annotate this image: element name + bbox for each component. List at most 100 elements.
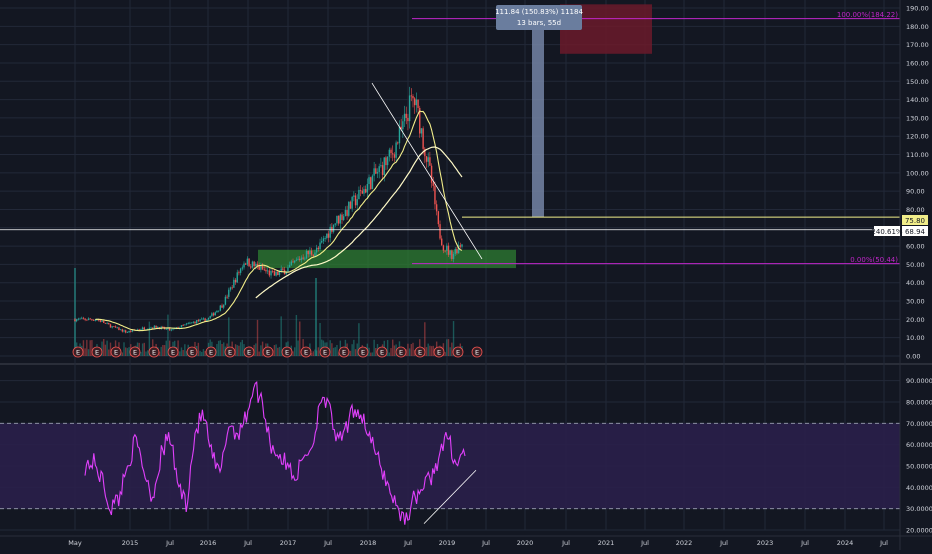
candle-body: [204, 318, 206, 322]
price-tick-label: 80.00: [906, 206, 925, 214]
volume-bar: [447, 339, 450, 356]
volume-bar: [228, 317, 230, 356]
earnings-marker: [452, 346, 464, 358]
candle-body: [317, 247, 320, 250]
candle-body: [246, 258, 249, 265]
volume-bar: [331, 343, 333, 356]
candle-body: [229, 287, 232, 290]
volume-bar: [158, 351, 161, 356]
price-tick-label: 0.00: [906, 353, 920, 361]
candle-body: [278, 271, 281, 276]
candle-body: [111, 326, 113, 328]
candle-body: [422, 128, 424, 149]
candle-body: [385, 157, 387, 166]
candle-body: [184, 324, 186, 326]
x-tick-label: Jul: [561, 539, 570, 547]
volume-bar: [103, 339, 105, 356]
earnings-marker-text: E: [323, 349, 327, 357]
candle-body: [434, 185, 436, 205]
volume-bar: [449, 347, 451, 356]
x-tick-label: 2015: [122, 539, 139, 547]
candle-body: [138, 329, 140, 331]
candle-body: [180, 325, 183, 328]
candle-body: [77, 318, 80, 320]
candle-body: [309, 250, 311, 255]
candle-body: [395, 142, 397, 158]
price-tick-label: 150.00: [906, 78, 929, 86]
earnings-marker-text: E: [361, 349, 365, 357]
earnings-marker-text: E: [342, 349, 346, 357]
volume-bar: [236, 345, 238, 356]
earnings-marker-text: E: [190, 349, 194, 357]
volume-bar: [126, 348, 129, 356]
candle-body: [324, 238, 326, 239]
volume-bar: [312, 351, 314, 356]
candle-body: [255, 263, 257, 267]
price-tick-label: 60.00: [906, 243, 925, 251]
price-tick-label: 20.00: [906, 316, 925, 324]
volume-bar: [260, 345, 262, 356]
volume-bar: [408, 348, 411, 356]
volume-bar: [202, 349, 205, 356]
candle-body: [287, 267, 289, 272]
candle-body: [451, 250, 453, 260]
current-price-tag-box: [902, 226, 928, 236]
candle-body: [234, 279, 237, 283]
candle-body: [456, 248, 458, 254]
candle-body: [84, 318, 86, 320]
earnings-marker: [72, 346, 84, 358]
x-tick-label: Jul: [481, 539, 490, 547]
projection-label[interactable]: 111.84 (150.83%) 11184 13 bars, 55d: [495, 5, 583, 30]
candle-body: [275, 271, 277, 276]
candle-body: [86, 319, 88, 321]
candle-body: [398, 126, 401, 144]
candle-body: [282, 268, 284, 270]
candle-body: [119, 329, 122, 331]
candle-body: [386, 156, 389, 166]
candle-body: [366, 184, 369, 193]
candle-body: [250, 266, 252, 268]
volume-bar: [299, 321, 301, 356]
candle-body: [182, 325, 184, 326]
volume-bar: [427, 343, 429, 356]
volume-bar: [371, 352, 374, 356]
candle-body: [216, 310, 218, 313]
candle-body: [253, 261, 255, 267]
volume-bar: [319, 322, 321, 356]
candle-body: [214, 312, 216, 316]
candle-body: [81, 317, 83, 319]
candle-body: [150, 327, 152, 329]
candle-body: [461, 244, 463, 247]
candle-body: [336, 215, 338, 224]
candle-body: [96, 319, 98, 321]
volume-bar: [368, 347, 370, 356]
fib-top-label: 100.00%(184.22): [837, 11, 898, 19]
rsi-tick-label: 20.0000: [906, 527, 932, 535]
candle-body: [114, 326, 117, 328]
x-tick-label: Jul: [403, 539, 412, 547]
volume-bar: [261, 341, 264, 356]
candle-body: [228, 289, 230, 297]
earnings-marker: [414, 346, 426, 358]
volume-bar: [109, 342, 112, 356]
candle-body: [319, 242, 321, 250]
x-tick-label: 2020: [517, 539, 534, 547]
earnings-marker-text: E: [209, 349, 213, 357]
candle-body: [304, 258, 306, 260]
candle-body: [408, 95, 411, 122]
candle-body: [140, 329, 142, 331]
volume-bar: [277, 347, 279, 356]
candle-body: [87, 318, 90, 321]
projection-label-box: [496, 5, 582, 30]
candle-body: [256, 263, 259, 267]
candle-body: [312, 254, 314, 256]
candle-body: [168, 328, 171, 331]
volume-bar: [197, 342, 200, 356]
volume-bar: [258, 351, 260, 356]
candle-body: [157, 327, 159, 328]
candle-body: [288, 264, 291, 268]
volume-bar: [310, 352, 313, 356]
candle-body: [402, 121, 404, 130]
